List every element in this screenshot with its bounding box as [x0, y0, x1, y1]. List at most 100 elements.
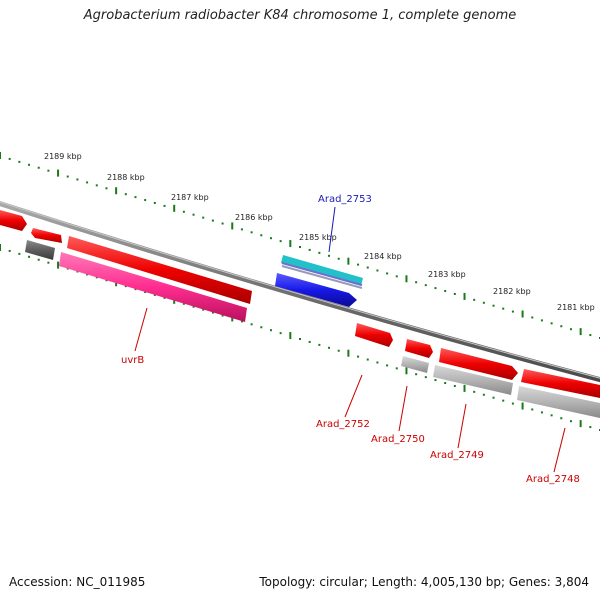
scale-minor-tick	[163, 204, 166, 207]
scale-minor-tick	[8, 249, 11, 252]
scale-minor-tick	[434, 379, 437, 382]
scale-minor-tick	[560, 417, 563, 420]
gene-label-arad2748[interactable]: Arad_2748	[526, 474, 580, 485]
gene-label-uvrb[interactable]: uvrB	[121, 355, 144, 366]
gene-cds-forward[interactable]	[355, 323, 393, 347]
scale-minor-tick	[269, 329, 272, 332]
gene-cds-forward[interactable]	[31, 228, 62, 243]
gene-cds-forward[interactable]	[0, 210, 27, 231]
scale-minor-tick	[366, 358, 369, 361]
arad2750-leader	[398, 385, 408, 432]
chromosome-backbone	[0, 200, 600, 383]
gene-cds-forward[interactable]	[521, 369, 600, 398]
scale-minor-tick	[192, 213, 195, 216]
scale-major-tick	[579, 328, 582, 336]
scale-minor-tick	[18, 252, 21, 255]
scale-minor-tick	[328, 254, 331, 257]
scale-major-tick	[57, 169, 60, 177]
scale-minor-tick	[192, 305, 195, 308]
gene-feature-dark[interactable]	[25, 240, 55, 260]
scale-minor-tick	[76, 178, 79, 181]
gene-feature-gray[interactable]	[401, 356, 429, 373]
scale-minor-tick	[453, 384, 456, 387]
scale-minor-tick	[105, 187, 108, 190]
scale-minor-tick	[134, 288, 137, 291]
scale-minor-tick	[386, 364, 389, 367]
scale-minor-tick	[569, 328, 572, 331]
uvrb-leader	[134, 307, 148, 352]
scale-minor-tick	[260, 326, 263, 329]
scale-major-tick	[289, 332, 292, 340]
scale-minor-tick	[492, 396, 495, 399]
scale-minor-tick	[318, 251, 321, 254]
scale-minor-tick	[424, 284, 427, 287]
gene-cds-forward[interactable]	[439, 348, 518, 380]
scale-minor-tick	[415, 281, 418, 284]
scale-minor-tick	[202, 216, 205, 219]
scale-minor-tick	[105, 279, 108, 282]
scale-minor-tick	[502, 399, 505, 402]
gene-feature-gray[interactable]	[433, 365, 513, 395]
scale-minor-tick	[511, 310, 514, 313]
scale-minor-tick	[299, 338, 301, 340]
scale-minor-tick	[482, 393, 485, 396]
arad2748-leader	[553, 427, 566, 473]
scale-minor-tick	[357, 263, 360, 266]
scale-minor-tick	[550, 322, 553, 325]
scale-minor-tick	[337, 349, 340, 352]
scale-major-tick	[173, 204, 176, 212]
scale-major-tick	[405, 367, 408, 375]
scale-label: 2185 kbp	[299, 233, 337, 242]
scale-minor-tick	[492, 304, 495, 307]
scale-minor-tick	[144, 291, 147, 294]
scale-minor-tick	[18, 160, 21, 163]
scale-minor-tick	[531, 408, 534, 411]
scale-minor-tick	[366, 266, 369, 269]
gene-uvrb-cds[interactable]	[59, 252, 247, 322]
scale-minor-tick	[8, 157, 11, 160]
accession-text: Accession: NC_011985	[9, 575, 146, 589]
scale-label: 2186 kbp	[235, 213, 273, 222]
scale-minor-tick	[550, 414, 553, 417]
scale-minor-tick	[211, 311, 214, 314]
scale-minor-tick	[211, 219, 214, 222]
gene-label-arad2749[interactable]: Arad_2749	[430, 450, 484, 461]
gene-arad2753-cds[interactable]	[275, 273, 357, 307]
scale-minor-tick	[560, 325, 563, 328]
scale-major-tick	[347, 257, 350, 265]
scale-minor-tick	[540, 411, 543, 414]
scale-minor-tick	[337, 257, 340, 260]
scale-minor-tick	[240, 228, 243, 231]
scale-minor-tick	[444, 290, 447, 293]
scale-label: 2188 kbp	[107, 173, 145, 182]
scale-major-tick	[0, 244, 1, 251]
gene-cds-forward[interactable]	[405, 339, 433, 358]
gene-arad2753-stripe	[281, 262, 363, 286]
scale-minor-tick	[28, 255, 31, 258]
scale-major-tick	[405, 275, 408, 283]
scale-minor-tick	[473, 390, 476, 393]
gene-label-arad2753[interactable]: Arad_2753	[318, 194, 372, 205]
scale-minor-tick	[221, 314, 224, 317]
gene-feature-gray[interactable]	[517, 386, 600, 418]
scale-minor-tick	[124, 193, 127, 196]
scale-minor-tick	[473, 298, 476, 301]
scale-minor-tick	[589, 426, 592, 429]
scale-minor-tick	[569, 420, 572, 423]
scale-minor-tick	[153, 293, 156, 296]
scale-major-tick	[0, 152, 1, 159]
gene-label-arad2752[interactable]: Arad_2752	[316, 419, 370, 430]
arad2749-leader	[457, 403, 467, 449]
topology-text: Topology: circular; Length: 4,005,130 bp…	[259, 575, 589, 589]
scale-minor-tick	[124, 285, 127, 288]
scale-label: 2187 kbp	[171, 193, 209, 202]
gene-label-arad2750[interactable]: Arad_2750	[371, 434, 425, 445]
gene-cds-forward[interactable]	[67, 236, 252, 304]
scale-minor-tick	[453, 292, 456, 295]
gene-arad2753-band[interactable]	[281, 255, 363, 286]
scale-minor-tick	[308, 340, 311, 343]
scale-minor-tick	[202, 308, 205, 311]
scale-label: 2182 kbp	[493, 287, 531, 296]
scale-minor-tick	[482, 301, 485, 304]
